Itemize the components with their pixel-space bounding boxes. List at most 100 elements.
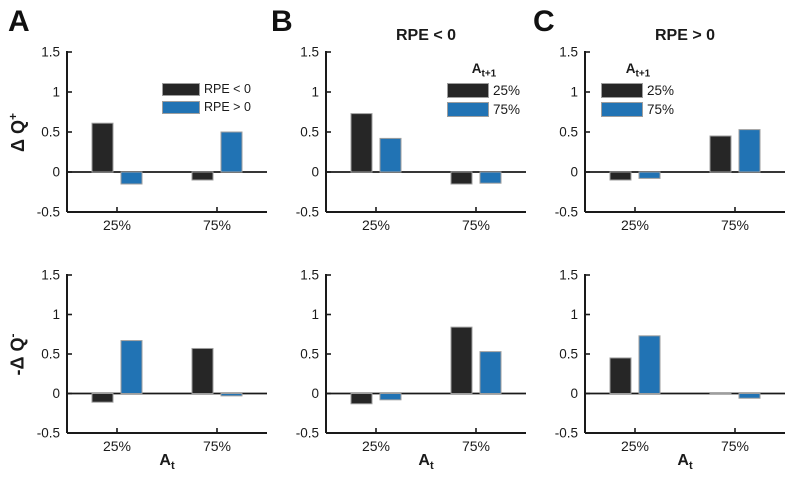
x-label-base: A [159,452,171,469]
x-label-sub: t [688,460,693,473]
y-tick-label: -0.5 [555,426,578,441]
y-tick-label: 1 [570,85,578,100]
y-tick-label: 1 [311,307,319,322]
y-tick-label: 0.5 [41,347,60,362]
legend-panel-a: RPE < 0 RPE > 0 [162,82,251,118]
legend-row: 25% [601,82,675,98]
y-tick-label: -0.5 [555,205,578,220]
y-tick-label: 0 [311,386,319,401]
panel-label-b: B [271,5,293,38]
x-label-base: A [418,452,430,469]
x-tick-label: 75% [203,438,231,454]
x-tick-label: 25% [103,438,131,454]
y-tick-label: 1.5 [300,45,319,60]
x-tick-label: 75% [462,217,490,233]
bar-C-bottom-75%-25% [709,393,732,395]
legend-entry-label: 75% [493,101,521,117]
y-tick-label: -0.5 [37,426,60,441]
bar-B-bottom-75%-25% [450,326,473,395]
y-label-top-sup: + [5,112,20,120]
legend-row: RPE < 0 [162,82,251,96]
bar-A-bottom-25%-RPE > 0 [120,340,143,395]
x-label-sub: t [170,460,175,473]
y-tick-label: -0.5 [296,205,319,220]
legend-panel-c: At+1 25% 75% [601,61,675,121]
legend-entry-label: RPE < 0 [204,82,251,96]
bar-A-top-75%-RPE > 0 [220,131,243,173]
bar-B-top-75%-75% [479,171,502,184]
bar-C-bottom-75%-75% [738,393,761,399]
y-label-bottom-sup: - [5,333,20,338]
legend-entry-label: 75% [647,101,675,117]
y-label-bottom-base: -Δ Q [7,337,28,375]
panel-label-a: A [8,5,30,38]
legend-title: At+1 [601,61,675,80]
x-tick-label: 75% [462,438,490,454]
y-tick-label: -0.5 [37,205,60,220]
panel-label-c: C [533,5,555,38]
legend-title-sub: t+1 [635,68,651,80]
legend-row: 75% [601,101,675,117]
bar-A-top-75%-RPE < 0 [191,171,214,181]
legend-title-base: A [471,61,482,76]
plot-title-b: RPE < 0 [395,27,457,44]
legend-swatch-blue [162,100,200,114]
y-tick-label: -0.5 [296,426,319,441]
legend-swatch-dark [447,82,489,98]
y-tick-label: 0.5 [41,125,60,140]
bar-C-top-25%-25% [609,171,632,181]
legend-swatch-dark [162,82,200,96]
y-tick-label: 1.5 [41,268,60,283]
x-axis-label-a: At [67,452,267,472]
legend-panel-b: At+1 25% 75% [447,61,521,121]
y-tick-label: 0 [52,165,60,180]
legend-title-base: A [625,61,636,76]
x-axis-label-b: At [326,452,526,472]
bar-C-top-75%-25% [709,135,732,173]
x-axis-label-c: At [585,452,785,472]
x-label-base: A [677,452,689,469]
bar-B-bottom-25%-75% [379,393,402,401]
x-tick-label: 25% [362,217,390,233]
bar-B-top-75%-25% [450,171,473,185]
x-tick-label: 25% [103,217,131,233]
legend-swatch-dark [601,82,643,98]
y-tick-label: 0 [311,165,319,180]
x-tick-label: 25% [621,217,649,233]
y-label-top-base: Δ Q [7,119,28,152]
y-tick-label: 0.5 [559,125,578,140]
legend-swatch-blue [601,101,643,117]
legend-entry-label: 25% [493,82,521,98]
x-label-sub: t [429,460,434,473]
x-tick-label: 75% [203,217,231,233]
legend-row: 25% [447,82,521,98]
bar-C-top-25%-75% [638,171,661,179]
bar-A-bottom-75%-RPE > 0 [220,393,243,397]
legend-row: 75% [447,101,521,117]
y-tick-label: 1 [52,85,60,100]
legend-entry-label: RPE > 0 [204,100,251,114]
legend-row: RPE > 0 [162,100,251,114]
plot-title-c: RPE > 0 [654,27,716,44]
y-tick-label: 0.5 [300,125,319,140]
legend-entry-label: 25% [647,82,675,98]
y-tick-label: 0.5 [559,347,578,362]
legend-swatch-blue [447,101,489,117]
y-tick-label: 1.5 [559,268,578,283]
bar-A-bottom-75%-RPE < 0 [191,347,214,394]
y-tick-label: 1 [570,307,578,322]
bar-A-top-25%-RPE > 0 [120,171,143,185]
bar-C-top-75%-75% [738,129,761,173]
y-tick-label: 1.5 [300,268,319,283]
y-tick-label: 0.5 [300,347,319,362]
x-tick-label: 25% [621,438,649,454]
bar-C-bottom-25%-75% [638,335,661,394]
y-tick-label: 0 [570,386,578,401]
bar-A-bottom-25%-RPE < 0 [91,393,114,403]
y-tick-label: 1.5 [41,45,60,60]
x-tick-label: 25% [362,438,390,454]
legend-title: At+1 [447,61,521,80]
y-axis-label-top-row: Δ Q+ [0,52,34,212]
